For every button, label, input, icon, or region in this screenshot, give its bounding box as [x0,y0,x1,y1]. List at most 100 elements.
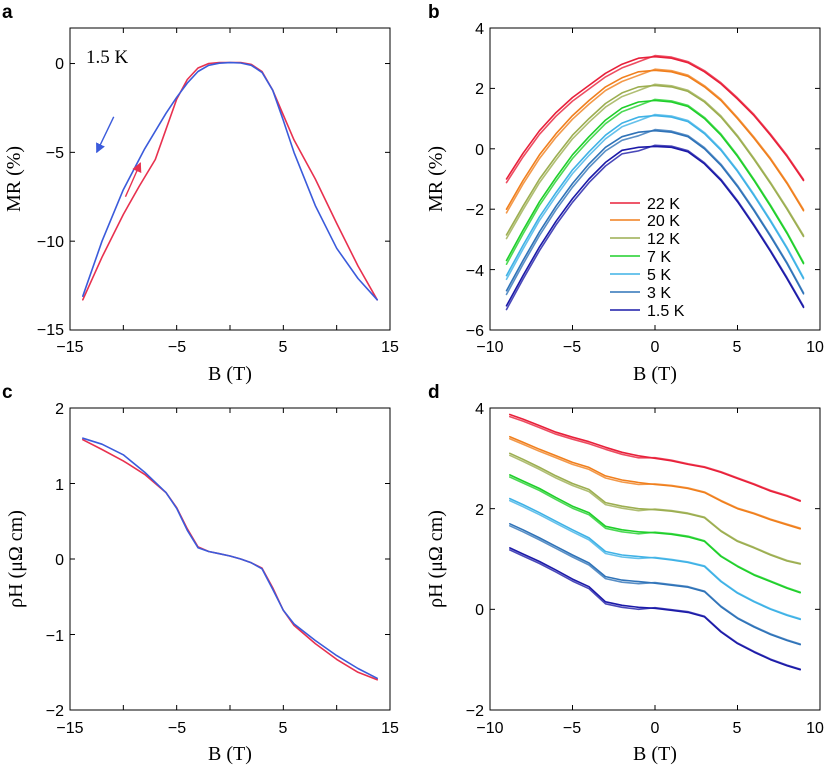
panel-letter-c: c [2,382,13,403]
series-layer-d [508,413,802,671]
legend-label: 20 K [647,213,680,230]
panel-c: c −15 −5 5 15 2 1 0 −1 −2 B (T) ρH (μΩ c… [2,382,399,765]
ticks-a [69,28,391,331]
panel-a: a −15 −5 5 15 0 −5 −10 −15 1.5 K B (T) M… [2,2,399,385]
y-axis-label-d: ρH (μΩ cm) [425,510,447,608]
legend-label: 1.5 K [647,303,685,320]
series-line-5k [508,497,802,621]
y-tick-label: 2 [55,401,64,418]
x-tick-label: 5 [279,339,288,356]
x-axis-label-a: B (T) [208,363,252,385]
x-tick-labels-d: −10 −5 0 5 10 [476,720,824,737]
legend-b: 22 K 20 K 12 K 7 K 5 K 3 K 1.5 K [610,196,685,320]
x-tick-label: −5 [563,339,581,356]
series-line-1-5k [508,547,802,671]
y-tick-label: 2 [475,81,484,98]
x-tick-label: −10 [476,720,503,737]
series-line-3k [508,522,802,646]
x-tick-label: 10 [806,339,824,356]
x-axis-label-d: B (T) [633,743,677,765]
x-tick-label: −15 [56,339,83,356]
plot-frame-c [69,407,391,711]
x-tick-label: −5 [168,720,186,737]
x-tick-label: 0 [651,720,660,737]
sweep-down-arrow [96,116,115,154]
panel-letter-a: a [2,2,13,23]
plot-frame-d [489,407,821,711]
x-tick-label: −5 [168,339,186,356]
x-tick-label: 5 [733,720,742,737]
y-tick-label: −2 [46,703,64,720]
legend-label: 12 K [647,231,680,248]
series-line-return-7k [505,98,805,266]
y-tick-label: −2 [466,202,484,219]
legend-label: 7 K [647,249,671,266]
x-tick-label: 15 [381,339,399,356]
x-tick-label: 5 [733,339,742,356]
series-line-down [82,61,379,301]
series-layer-b [505,54,805,311]
series-layer-c [82,437,379,681]
series-line-return-1-5k [505,144,805,311]
ticks-b [489,27,821,331]
series-line-return-12k [505,83,805,240]
x-tick-labels-a: −15 −5 5 15 [56,339,399,356]
x-tick-labels-b: −10 −5 0 5 10 [476,339,824,356]
panel-letter-d: d [428,382,440,403]
x-tick-label: −10 [476,339,503,356]
sweep-up-arrow [124,162,142,198]
y-tick-labels-c: 2 1 0 −1 −2 [46,401,64,720]
y-axis-label-a: MR (%) [3,146,25,212]
y-tick-label: 0 [55,552,64,569]
y-tick-label: 4 [475,401,484,418]
y-tick-label: 0 [55,56,64,73]
y-tick-label: −15 [37,322,64,339]
x-tick-label: 0 [651,339,660,356]
y-axis-label-c: ρH (μΩ cm) [5,510,27,608]
plot-frame-a [69,27,391,331]
y-tick-label: 1 [55,477,64,494]
y-axis-label-b: MR (%) [425,146,447,212]
series-line-return-22k [508,415,802,502]
series-line-return-7k [508,476,802,593]
series-line-return-3k [508,524,802,645]
x-tick-label: −5 [563,720,581,737]
y-tick-label: −2 [466,703,484,720]
ticks-d [489,407,821,711]
y-tick-labels-b: 4 2 0 −2 −4 −6 [466,21,484,340]
series-line-return-20k [505,68,805,214]
y-tick-label: 4 [475,21,484,38]
x-tick-label: 10 [806,720,824,737]
series-line-return-3k [505,128,805,296]
y-tick-label: −4 [466,263,484,280]
series-line-return-20k [508,437,802,530]
y-tick-label: 2 [475,502,484,519]
legend-label: 22 K [647,196,680,213]
panel-b: b −10 −5 0 5 10 4 2 0 −2 −4 −6 B (T) MR … [425,2,824,385]
series-line-20k [508,435,802,530]
ticks-c [69,407,391,711]
series-line-return-12k [508,454,802,565]
legend-label: 5 K [647,267,671,284]
x-tick-label: 15 [381,720,399,737]
y-tick-label: 0 [475,602,484,619]
x-axis-label-c: B (T) [208,743,252,765]
x-tick-labels-c: −15 −5 5 15 [56,720,399,737]
y-tick-labels-d: 4 2 0 −2 [466,401,484,720]
x-tick-label: 5 [279,720,288,737]
series-line-up [82,438,379,681]
series-line-return-5k [508,499,802,620]
series-line-return-5k [505,113,805,281]
y-tick-label: −1 [46,628,64,645]
x-axis-label-b: B (T) [633,363,677,385]
y-tick-label: 0 [475,142,484,159]
panel-d: d −10 −5 0 5 10 4 2 0 −2 B (T) ρH (μΩ cm… [425,382,824,765]
series-line-return-1-5k [508,549,802,670]
x-tick-label: −15 [56,720,83,737]
series-line-return-22k [505,54,805,184]
legend-label: 3 K [647,285,671,302]
panel-letter-b: b [428,2,440,23]
y-tick-labels-a: 0 −5 −10 −15 [37,56,64,339]
y-tick-label: −6 [466,323,484,340]
